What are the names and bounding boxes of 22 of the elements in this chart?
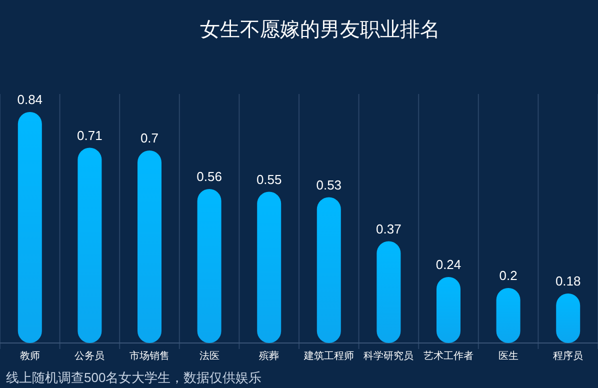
x-tick-label: 医生: [498, 350, 518, 362]
data-label: 0.84: [17, 92, 43, 107]
data-label: 0.24: [436, 257, 462, 272]
x-tick-label: 程序员: [553, 350, 584, 362]
data-label: 0.18: [555, 274, 581, 288]
text: 线上随机调查500名女大学生，数据仅供娱乐: [6, 370, 262, 385]
x-tick-label: 市场销售: [130, 350, 170, 362]
x-tick-label: 教师: [20, 351, 40, 362]
chart-title: 女生不愿嫁的男友职业排名: [200, 19, 440, 41]
data-label: 0.2: [499, 268, 518, 283]
x-tick-label: 法医: [199, 350, 220, 362]
data-label: 0.55: [256, 172, 282, 187]
data-label: 0.53: [316, 177, 342, 192]
x-tick-label: 科学研究员: [364, 350, 414, 362]
data-label: 0.37: [376, 221, 402, 236]
x-tick-label: 艺术工作者: [424, 350, 474, 362]
x-tick-label: 殡葬: [259, 350, 280, 362]
data-label: 0.7: [140, 130, 159, 146]
data-label: 0.56: [196, 169, 222, 184]
x-tick-label: 公务员: [74, 350, 105, 362]
x-tick-label: 建筑工程师: [302, 350, 354, 362]
data-label: 0.71: [77, 128, 102, 143]
